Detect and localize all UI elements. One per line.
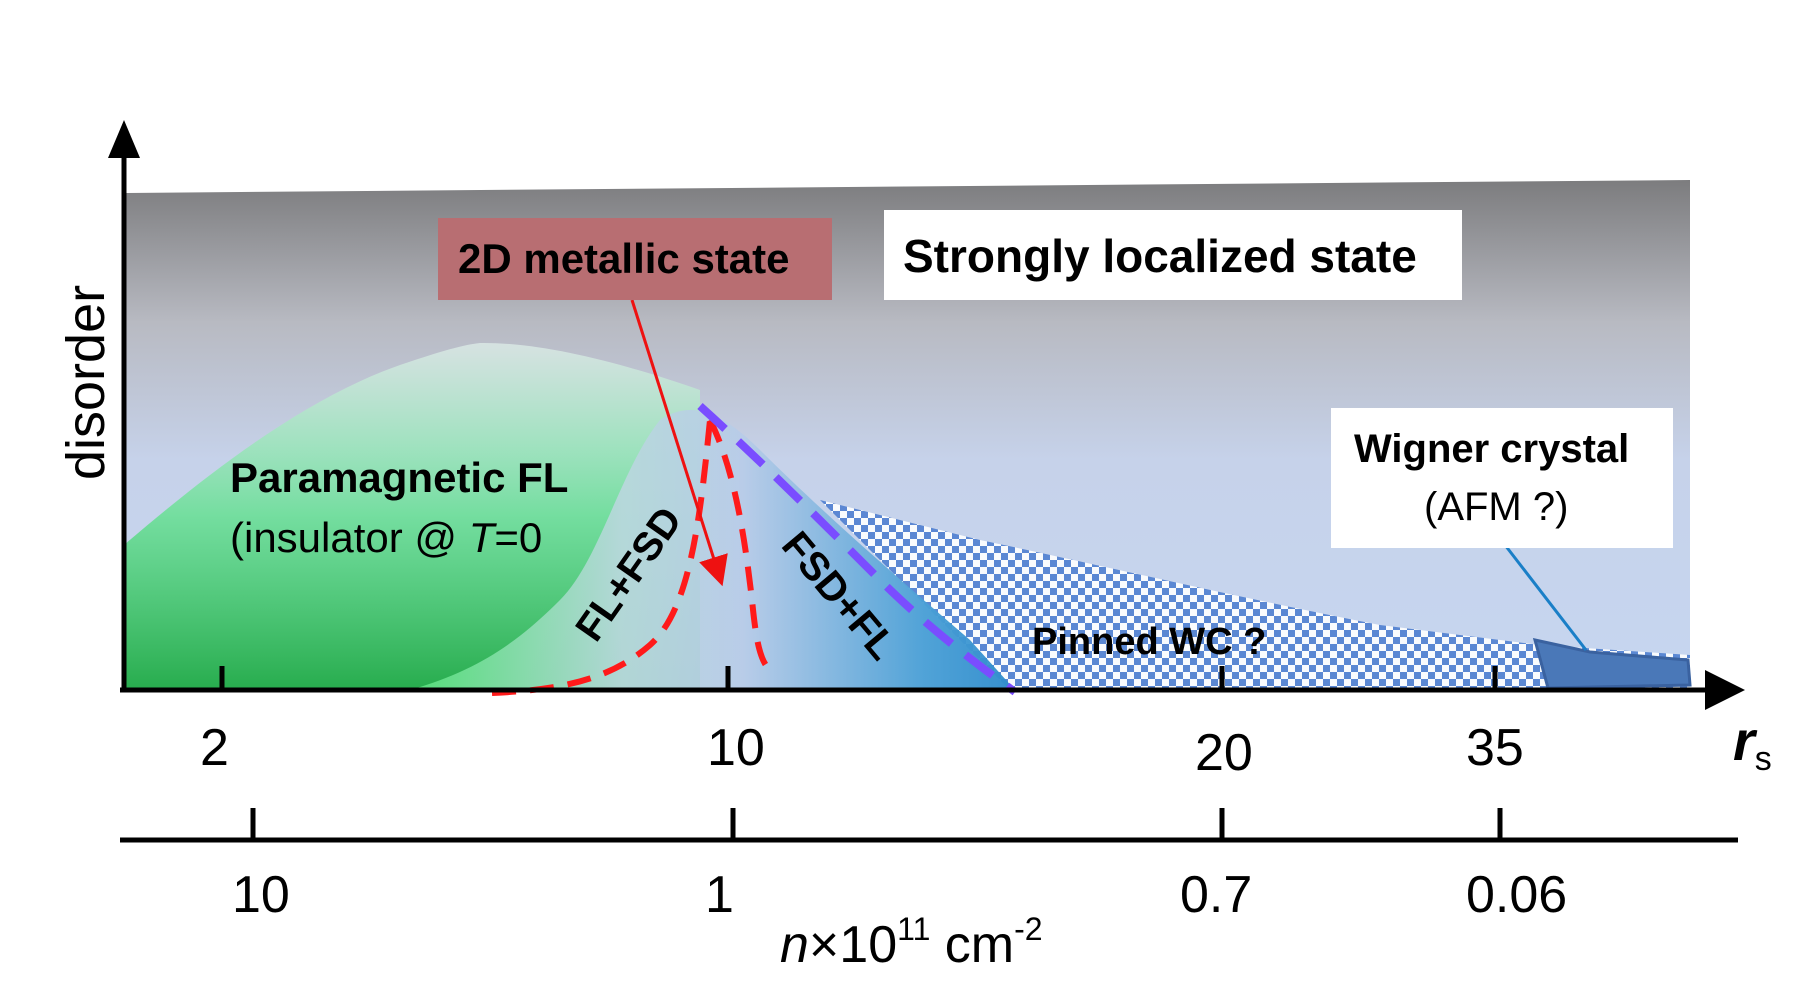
rs-tick-label-20: 20 [1195, 724, 1253, 782]
pinned-wc-region [820, 500, 1690, 690]
density-label-exp: 11 [897, 911, 930, 947]
wigner-crystal-patch [1532, 638, 1692, 690]
density-axis-label: n×1011 cm-2 [780, 911, 1043, 974]
fsd-fl-boundary [697, 403, 1018, 696]
density-label-unit-exp: -2 [1014, 911, 1042, 947]
paramagnetic-title: Paramagnetic FL [230, 454, 568, 501]
rs-axis-label-r: r [1733, 709, 1758, 772]
paramagnetic-note-close: =0 [494, 514, 542, 561]
rs-tick-marks [219, 666, 1498, 690]
rs-tick-label-35: 35 [1466, 719, 1524, 777]
metallic-pointer-arrow [630, 299, 728, 587]
paramagnetic-note: (insulator @ T=0 [230, 514, 542, 561]
wigner-crystal-box [1331, 408, 1673, 548]
wigner-crystal-title: Wigner crystal [1354, 427, 1629, 471]
pinned-wc-label: Pinned WC ? [1032, 621, 1266, 663]
paramagnetic-note-T: T [469, 514, 498, 561]
fl-fsd-boundary-right [707, 418, 775, 675]
n-tick-marks [250, 808, 1503, 840]
rs-axis-label: rs [1733, 709, 1772, 778]
fl-fsd-boundary-left [491, 419, 713, 696]
rs-tick-label-10: 10 [707, 719, 765, 777]
n-tick-label-07: 0.7 [1180, 866, 1252, 924]
localized-state-box [884, 210, 1462, 300]
rs-tick-label-2: 2 [200, 719, 229, 777]
metallic-state-label: 2D metallic state [458, 235, 790, 282]
rs-axis-label-sub: s [1755, 740, 1772, 778]
paramagnetic-note-open: (insulator @ [230, 514, 469, 561]
density-label-n: n [780, 916, 809, 974]
metallic-state-box [438, 218, 832, 300]
x-axis-arrowhead [1705, 670, 1745, 710]
n-tick-label-10: 10 [232, 866, 290, 924]
paramagnetic-region [124, 342, 700, 690]
density-label-unit: cm [930, 916, 1014, 974]
y-axis-label: disorder [56, 285, 116, 480]
n-tick-label-006: 0.06 [1466, 866, 1567, 924]
n-tick-label-1: 1 [705, 866, 734, 924]
wigner-crystal-note: (AFM ?) [1424, 485, 1568, 529]
wigner-pointer-line [1503, 544, 1588, 651]
localized-state-label: Strongly localized state [903, 230, 1417, 282]
density-label-times: ×10 [809, 916, 897, 974]
y-axis-arrowhead [108, 120, 140, 158]
